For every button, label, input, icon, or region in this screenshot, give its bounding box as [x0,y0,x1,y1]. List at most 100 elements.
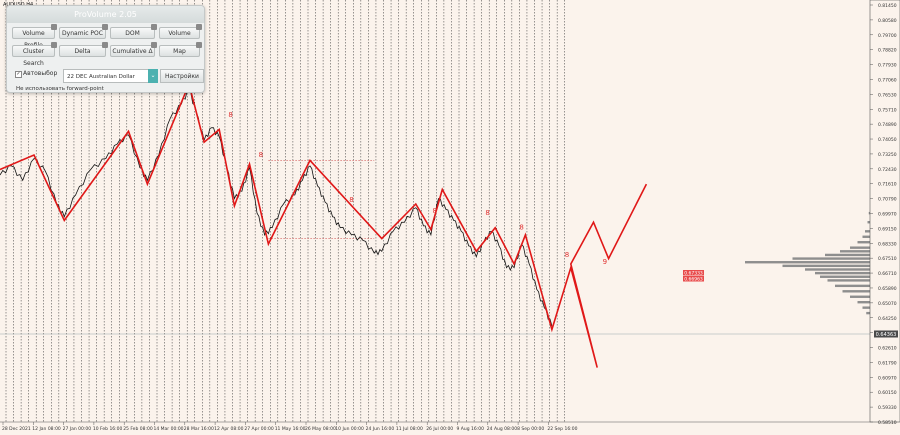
dynamic-poc-button[interactable]: Dynamic POC [59,27,106,39]
price-tick-label: 0.65070 [878,301,897,307]
time-tick-label: 27 Jan 00:00 [63,426,92,432]
volume-bar [867,221,870,224]
panel-title-bar[interactable]: ProVolume 2.05 [7,6,204,23]
price-tick-label: 0.73250 [878,152,897,158]
wave-label: 8 [432,207,436,215]
price-tick-label: 0.81450 [878,3,897,9]
close-icon[interactable] [102,24,108,30]
wave-label: 8 [485,209,489,217]
time-tick-label: 11 Jul 08:00 [396,426,423,432]
cumulative-delta-button[interactable]: Cumulative Δ [110,45,155,57]
price-tick-label: 0.62610 [878,346,897,352]
map-button[interactable]: Map [159,45,200,57]
wave-label: 8 [259,151,263,159]
price-tick-label: 0.72430 [878,167,897,173]
time-tick-label: 10 Jun 00:00 [335,426,364,432]
dom-button[interactable]: DOM [110,27,155,39]
volume-profile-button[interactable]: Volume Profile [12,27,55,49]
time-tick-label: 26 Jul 00:00 [426,426,453,432]
time-tick-label: 22 Sep 16:00 [547,426,577,432]
close-icon[interactable] [196,42,202,48]
price-tick-label: 0.79700 [878,33,897,39]
price-tick-label: 0.65890 [878,286,897,292]
volume-bar [868,211,870,215]
close-icon[interactable] [51,42,57,48]
close-icon[interactable] [51,24,57,30]
cluster-search-button[interactable]: Cluster Search [12,45,55,67]
settings-button[interactable]: Настройки [160,69,204,83]
time-tick-label: 12 Apr 08:00 [214,426,243,432]
price-line [0,88,553,326]
price-tick-label: 0.60970 [878,375,897,381]
time-axis-labels: 28 Dec 2021 12 Jan 08:00 27 Jan 00:00 10 Fe… [2,422,578,432]
volume-button[interactable]: Volume [159,27,200,39]
time-tick-label: 8 Sep 00:00 [517,426,544,432]
time-tick-label: 10 Feb 16:00 [93,426,123,432]
wave-label: 8 [228,111,232,119]
volume-bar [842,290,870,293]
auto-select-checkbox[interactable]: ✓ [15,71,22,78]
volume-bar [857,301,870,304]
volume-bar [850,246,870,249]
price-tick-label: 0.77930 [878,63,897,69]
price-tick-label: 0.75710 [878,107,897,113]
instrument-select[interactable]: 22 DEC Australian Dollar [63,69,151,83]
volume-bar [850,295,870,298]
price-tick-label: 0.77060 [878,77,897,83]
price-tick-label: 0.67510 [878,256,897,262]
price-tick-label: 0.71610 [878,182,897,188]
level-tag [683,276,704,282]
wave-label: 8 [519,223,523,231]
volume-bar [782,264,870,268]
current-price-value: 0.64363 [876,332,897,338]
price-tick-label: 0.66710 [878,271,897,277]
volume-bar [820,275,870,278]
time-tick-label: 14 Mar 00:00 [154,426,184,432]
auto-select-label: Автовыбор [23,70,58,77]
level-value: 0.66963 [684,277,703,283]
time-tick-label: 11 May 16:00 [275,426,306,432]
price-tick-label: 0.60150 [878,390,897,396]
volume-bar [805,268,870,271]
forward-point-label: Не использовать forward-point [16,86,104,92]
volume-bar [840,250,870,253]
volume-bar [792,257,870,260]
close-icon[interactable] [151,24,157,30]
price-tick-label: 0.80580 [878,18,897,24]
price-axis[interactable] [869,0,900,423]
time-tick-label: 9 Aug 16:00 [457,426,485,432]
zigzag-line [0,81,648,368]
volume-bar [827,279,870,282]
price-tick-label: 0.70790 [878,197,897,203]
price-tick-label: 0.74890 [878,122,897,128]
price-tick-label: 0.74050 [878,137,897,143]
price-tick-label: 0.78820 [878,48,897,54]
price-tick-label: 0.61790 [878,360,897,366]
volume-bar [862,306,870,309]
volume-bar [865,230,870,233]
wave-zigzag [0,81,648,368]
volume-bar [825,253,870,257]
time-tick-label: 24 Jun 16:00 [366,426,395,432]
close-icon[interactable] [196,24,202,30]
wave-label: 8 [565,251,569,259]
price-tick-label: 0.59330 [878,405,897,411]
close-icon[interactable] [151,42,157,48]
delta-button[interactable]: Delta [59,45,106,57]
price-tick-label: 0.69970 [878,212,897,218]
time-tick-label: 28 Dec 2021 [2,426,31,432]
close-icon[interactable] [102,42,108,48]
chevron-down-icon[interactable]: ⌄ [148,69,158,83]
wave-label: 8 [349,196,353,204]
price-axis-labels: 0.81450 0.80580 0.79700 0.78820 0.77930 0.770… [870,3,897,426]
price-series [0,88,553,326]
price-tick-label: 0.64250 [878,316,897,322]
time-tick-label: 28 Mar 16:00 [184,426,214,432]
level-value: 0.67333 [684,271,703,277]
wave-label: 9 [603,258,607,266]
volume-bar [745,261,870,264]
price-tick-label: 0.58510 [878,420,897,426]
time-tick-label: 25 Feb 08:00 [123,426,153,432]
